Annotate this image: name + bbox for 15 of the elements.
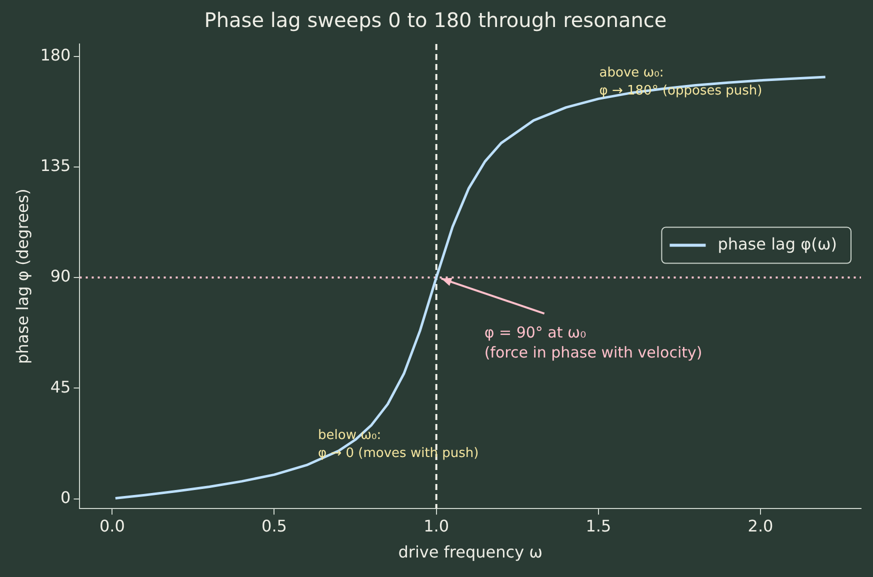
y-tick-label: 180	[40, 45, 71, 64]
x-axis-title: drive frequency ω	[398, 542, 543, 562]
x-tick-label: 0.5	[262, 516, 287, 536]
y-tick-label: 0	[60, 488, 71, 507]
y-tick-label: 135	[40, 156, 71, 176]
y-axis-title: phase lag φ (degrees)	[12, 188, 32, 364]
x-tick-label: 1.5	[586, 516, 612, 536]
x-tick-label: 1.0	[424, 516, 450, 536]
x-tick-label: 0.0	[99, 516, 125, 536]
x-tick-label: 2.0	[748, 516, 774, 536]
annotation: φ = 90° at ω₀ (force in phase with velocity)	[484, 324, 702, 362]
y-tick-label: 90	[50, 266, 71, 286]
legend-label: phase lag φ(ω)	[718, 234, 837, 254]
y-tick-label: 45	[50, 377, 71, 396]
chart-title: Phase lag sweeps 0 to 180 through resonance	[204, 8, 667, 32]
